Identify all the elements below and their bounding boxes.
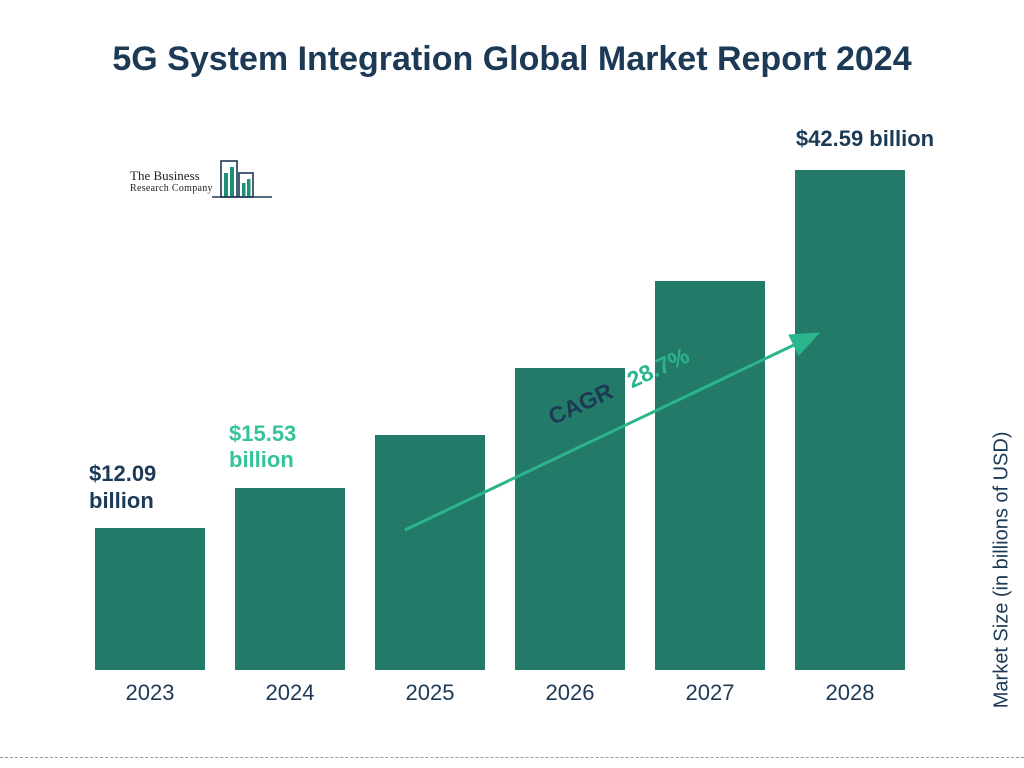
cagr-arrow bbox=[95, 160, 915, 670]
bottom-divider bbox=[0, 757, 1024, 758]
chart-title: 5G System Integration Global Market Repo… bbox=[0, 38, 1024, 81]
value-label-2028: $42.59 billion bbox=[765, 126, 965, 152]
chart-canvas: 5G System Integration Global Market Repo… bbox=[0, 0, 1024, 768]
x-label-2024: 2024 bbox=[220, 670, 360, 706]
y-axis-label: Market Size (in billions of USD) bbox=[991, 432, 1014, 709]
bar-chart: 202320242025202620272028$12.09billion$15… bbox=[95, 160, 915, 670]
x-label-2027: 2027 bbox=[640, 670, 780, 706]
x-label-2026: 2026 bbox=[500, 670, 640, 706]
x-label-2025: 2025 bbox=[360, 670, 500, 706]
x-label-2028: 2028 bbox=[780, 670, 920, 706]
x-label-2023: 2023 bbox=[80, 670, 220, 706]
